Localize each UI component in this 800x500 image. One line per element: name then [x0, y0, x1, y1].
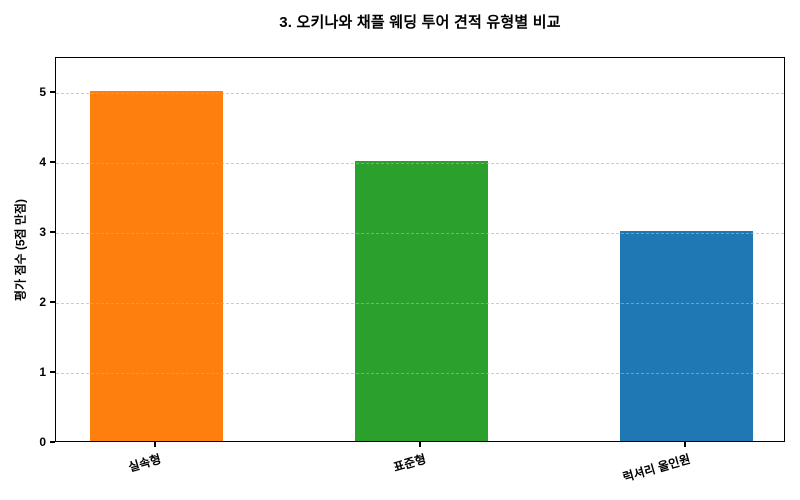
y-tick-label-0: 0: [39, 435, 46, 449]
x-tick-mark-0: [154, 442, 156, 447]
bar-2: [619, 231, 753, 441]
chart-title: 3. 오키나와 채플 웨딩 투어 견적 유형별 비교: [279, 14, 561, 31]
y-tick-mark-2: [50, 301, 55, 303]
y-tick-label-2: 2: [39, 295, 46, 309]
bar-0: [89, 91, 223, 441]
x-tick-label-0: 실속형: [126, 451, 163, 475]
y-axis-label: 평가 점수 (5점 만점): [13, 199, 28, 301]
y-tick-label-3: 3: [39, 225, 46, 239]
x-tick-label-1: 표준형: [391, 451, 428, 475]
y-tick-mark-3: [50, 231, 55, 233]
y-tick-mark-1: [50, 371, 55, 373]
y-tick-label-5: 5: [39, 85, 46, 99]
x-tick-mark-2: [684, 442, 686, 447]
x-tick-label-2: 럭셔리 올인원: [621, 451, 693, 485]
x-tick-mark-1: [419, 442, 421, 447]
plot-area: [55, 57, 785, 442]
y-tick-mark-4: [50, 161, 55, 163]
y-tick-label-1: 1: [39, 365, 46, 379]
y-tick-mark-0: [50, 441, 55, 443]
y-tick-mark-5: [50, 91, 55, 93]
y-tick-label-4: 4: [39, 155, 46, 169]
bar-1: [354, 161, 488, 441]
